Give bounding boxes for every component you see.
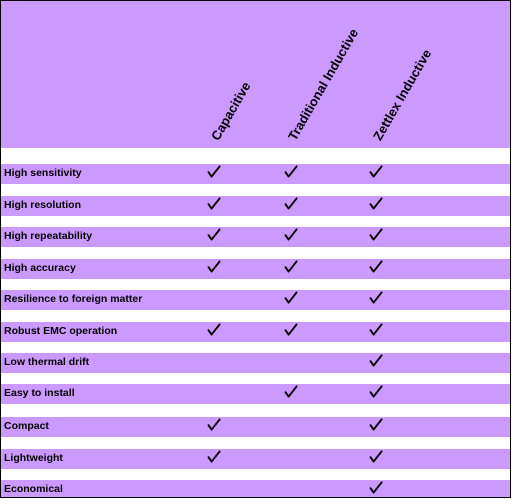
check-mark-icon xyxy=(284,260,298,274)
row-label: Low thermal drift xyxy=(4,356,90,368)
check-mark-icon xyxy=(369,385,383,399)
row-label: Economical xyxy=(4,483,63,495)
check-mark-icon xyxy=(207,165,221,179)
row-label: Resilience to foreign matter xyxy=(4,293,143,305)
check-mark-icon xyxy=(207,418,221,432)
row-label: High resolution xyxy=(4,199,81,211)
table-row: Compact xyxy=(1,417,510,437)
row-label: Easy to install xyxy=(4,387,75,399)
table-row: Resilience to foreign matter xyxy=(1,290,510,310)
check-mark-icon xyxy=(284,165,298,179)
column-header-traditional-inductive: Traditional Inductive xyxy=(285,26,362,144)
table-row: Economical xyxy=(1,480,510,497)
check-mark-icon xyxy=(369,165,383,179)
check-mark-icon xyxy=(284,385,298,399)
check-mark-icon xyxy=(207,260,221,274)
check-mark-icon xyxy=(369,260,383,274)
check-mark-icon xyxy=(207,228,221,242)
table-row: Low thermal drift xyxy=(1,353,510,373)
check-mark-icon xyxy=(284,291,298,305)
check-mark-icon xyxy=(369,450,383,464)
check-mark-icon xyxy=(207,197,221,211)
row-label: Robust EMC operation xyxy=(4,325,118,337)
check-mark-icon xyxy=(369,481,383,495)
table-row: Lightweight xyxy=(1,449,510,469)
row-label: Lightweight xyxy=(4,452,63,464)
table-row: Robust EMC operation xyxy=(1,322,510,342)
check-mark-icon xyxy=(284,197,298,211)
check-mark-icon xyxy=(369,354,383,368)
row-label: High repeatability xyxy=(4,230,93,242)
table-header: Capacitive Traditional Inductive Zettlex… xyxy=(1,1,510,148)
row-label: High accuracy xyxy=(4,262,76,274)
table-row: High sensitivity xyxy=(1,164,510,184)
column-header-capacitive: Capacitive xyxy=(208,79,254,143)
check-mark-icon xyxy=(207,450,221,464)
table-row: High resolution xyxy=(1,196,510,216)
check-mark-icon xyxy=(369,228,383,242)
check-mark-icon xyxy=(369,418,383,432)
check-mark-icon xyxy=(369,323,383,337)
check-mark-icon xyxy=(207,323,221,337)
check-mark-icon xyxy=(284,228,298,242)
table-row: Easy to install xyxy=(1,384,510,404)
row-label: High sensitivity xyxy=(4,167,82,179)
table-row: High accuracy xyxy=(1,259,510,279)
column-header-zettlex-inductive: Zettlex Inductive xyxy=(370,46,435,144)
table-row: High repeatability xyxy=(1,227,510,247)
check-mark-icon xyxy=(284,323,298,337)
check-mark-icon xyxy=(369,197,383,211)
row-label: Compact xyxy=(4,420,49,432)
check-mark-icon xyxy=(369,291,383,305)
